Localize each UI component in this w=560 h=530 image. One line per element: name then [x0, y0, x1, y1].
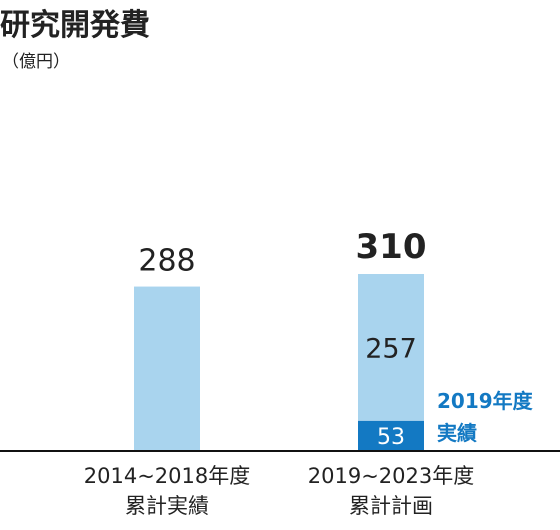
bar-1-segment-1: [358, 274, 424, 421]
chart-title: 研究開発費: [0, 8, 150, 43]
bar-0-category-label-1: 累計実績: [125, 494, 209, 518]
bar-1-total-label: 310: [356, 227, 427, 267]
bar-1-segment-0: [358, 420, 424, 451]
bar-1-category-label-1: 累計計画: [349, 494, 433, 518]
bar-1-category-label-0: 2019~2023年度: [308, 464, 474, 488]
annotation-line-1: 実績: [437, 421, 477, 445]
bar-0-total-label: 288: [138, 244, 195, 279]
annotation-line-0: 2019年度: [437, 389, 534, 413]
unit-label: （億円）: [2, 52, 70, 72]
bar-0-category-label-0: 2014~2018年度: [84, 464, 250, 488]
bar-1-segment-1-label: 257: [365, 333, 417, 364]
bar-0-segment-0: [134, 286, 200, 451]
bar-1-segment-0-label: 53: [377, 425, 405, 450]
